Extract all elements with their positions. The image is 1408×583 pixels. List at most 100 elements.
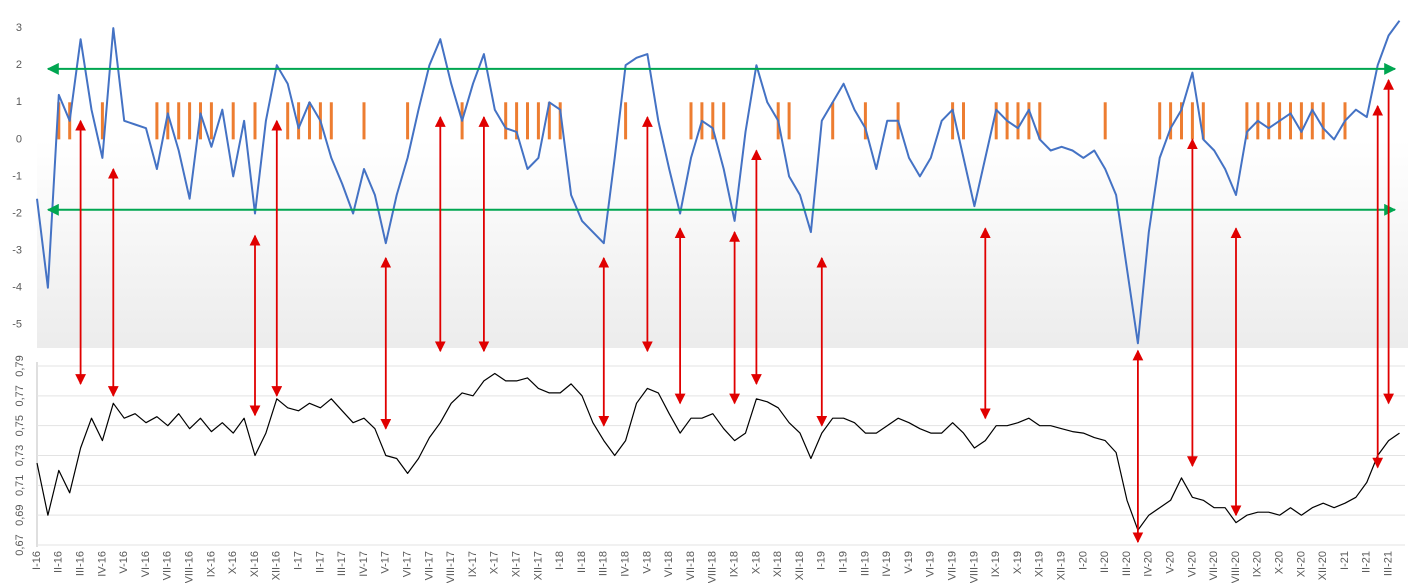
x-tick-label: I-16 <box>31 551 43 570</box>
x-tick-label: X-18 <box>750 551 762 574</box>
y-tick-label: 0,67 <box>14 534 26 555</box>
x-tick-label: XII-17 <box>532 551 544 580</box>
series-line <box>36 372 1400 531</box>
x-tick-label: VII-18 <box>685 551 697 580</box>
signal-bar <box>1169 102 1173 140</box>
signal-bar <box>231 102 235 140</box>
signal-bar <box>329 102 333 140</box>
signal-bar <box>831 102 835 140</box>
signal-bar <box>1103 102 1107 140</box>
x-tick-label: I-18 <box>554 551 566 570</box>
signal-bar <box>1190 102 1194 140</box>
x-tick-label: V-20 <box>1165 551 1177 574</box>
x-tick-label: II-18 <box>576 551 588 573</box>
signal-bar <box>308 102 311 140</box>
x-tick-label: VI-17 <box>402 551 414 577</box>
x-tick-label: III-17 <box>336 551 348 576</box>
x-tick-label: II-20 <box>1099 551 1111 573</box>
y-tick-label: -2 <box>12 207 22 219</box>
x-tick-label: X-16 <box>227 551 239 574</box>
signal-bar <box>1038 102 1042 140</box>
signal-bar <box>166 102 170 140</box>
y-tick-label: 0,69 <box>14 504 26 525</box>
x-tick-label: I-20 <box>1077 551 1089 570</box>
x-tick-label: XI-20 <box>1295 551 1307 577</box>
y-tick-label: 0,79 <box>14 355 26 376</box>
x-tick-label: I-19 <box>816 551 828 570</box>
y-tick-label: -5 <box>12 319 22 331</box>
signal-bar <box>526 102 529 140</box>
x-tick-label: V-19 <box>903 551 915 574</box>
signal-bar <box>286 102 290 140</box>
signal-bar <box>1027 102 1031 140</box>
x-tick-label: V-16 <box>118 551 130 574</box>
x-tick-label: I-17 <box>293 551 305 570</box>
x-tick-label: III-19 <box>859 551 871 576</box>
signal-bar <box>536 102 540 140</box>
x-tick-label: II-16 <box>53 551 65 573</box>
signal-bar <box>722 102 726 140</box>
plot-shade <box>37 140 1408 348</box>
x-tick-label: VIII-17 <box>445 551 457 583</box>
signal-bar <box>1267 102 1271 140</box>
x-tick-label: VII-20 <box>1208 551 1220 580</box>
x-tick-label: VII-19 <box>947 551 959 580</box>
x-tick-label: IV-18 <box>620 551 632 577</box>
x-tick-label: XII-20 <box>1317 551 1329 580</box>
x-tick-label: VI-19 <box>925 551 937 577</box>
signal-bar <box>1245 102 1249 140</box>
y-tick-label: 0,77 <box>14 385 26 406</box>
signal-bar <box>362 102 366 140</box>
x-tick-label: XII-19 <box>1056 551 1068 580</box>
x-tick-label: II-19 <box>838 551 850 573</box>
signal-bar <box>1289 102 1292 140</box>
y-tick-label: 0,75 <box>14 415 26 436</box>
x-tick-label: VIII-18 <box>707 551 719 583</box>
x-tick-label: III-18 <box>598 551 610 576</box>
y-tick-label: 0,73 <box>14 445 26 466</box>
x-tick-label: XI-18 <box>772 551 784 577</box>
x-tick-label: VI-18 <box>663 551 675 577</box>
y-tick-label: -3 <box>12 245 22 257</box>
y-tick-label: 1 <box>16 96 22 108</box>
x-tick-label: II-21 <box>1361 551 1373 573</box>
signal-bar <box>515 102 519 140</box>
x-tick-label: III-20 <box>1121 551 1133 576</box>
signal-bar <box>1180 102 1183 140</box>
x-tick-label: III-21 <box>1383 551 1395 576</box>
x-tick-label: VIII-19 <box>968 551 980 583</box>
y-tick-label: 0 <box>16 133 22 145</box>
y-tick-label: 0,71 <box>14 475 26 496</box>
signal-bar <box>1299 102 1303 140</box>
x-tick-label: IX-18 <box>729 551 741 577</box>
x-tick-label: IV-19 <box>881 551 893 577</box>
x-tick-label: I-21 <box>1339 551 1351 570</box>
signal-bar <box>711 102 715 140</box>
y-tick-label: -4 <box>12 282 22 294</box>
signal-bar <box>994 102 998 140</box>
signal-bar <box>1310 102 1314 140</box>
y-tick-label: 3 <box>16 22 22 34</box>
signal-bar <box>297 102 301 140</box>
signal-bar <box>951 102 955 140</box>
signal-bar <box>209 102 213 140</box>
x-tick-label: XI-19 <box>1034 551 1046 577</box>
signal-bar <box>624 102 628 140</box>
x-tick-label: VIII-16 <box>184 551 196 583</box>
x-tick-label: IV-17 <box>358 551 370 577</box>
x-tick-label: VI-16 <box>140 551 152 577</box>
x-tick-label: XI-17 <box>511 551 523 577</box>
x-tick-label: IX-17 <box>467 551 479 577</box>
x-tick-label: IX-20 <box>1252 551 1264 577</box>
signal-bar <box>787 102 791 140</box>
x-tick-label: X-17 <box>489 551 501 574</box>
y-tick-label: 2 <box>16 59 22 71</box>
signal-bar <box>57 102 61 140</box>
signal-bar <box>155 102 159 140</box>
x-tick-label: II-17 <box>314 551 326 573</box>
signal-bar <box>1201 102 1205 140</box>
x-tick-label: XII-16 <box>271 551 283 580</box>
x-tick-label: XII-18 <box>794 551 806 580</box>
signal-bar <box>1016 102 1020 140</box>
